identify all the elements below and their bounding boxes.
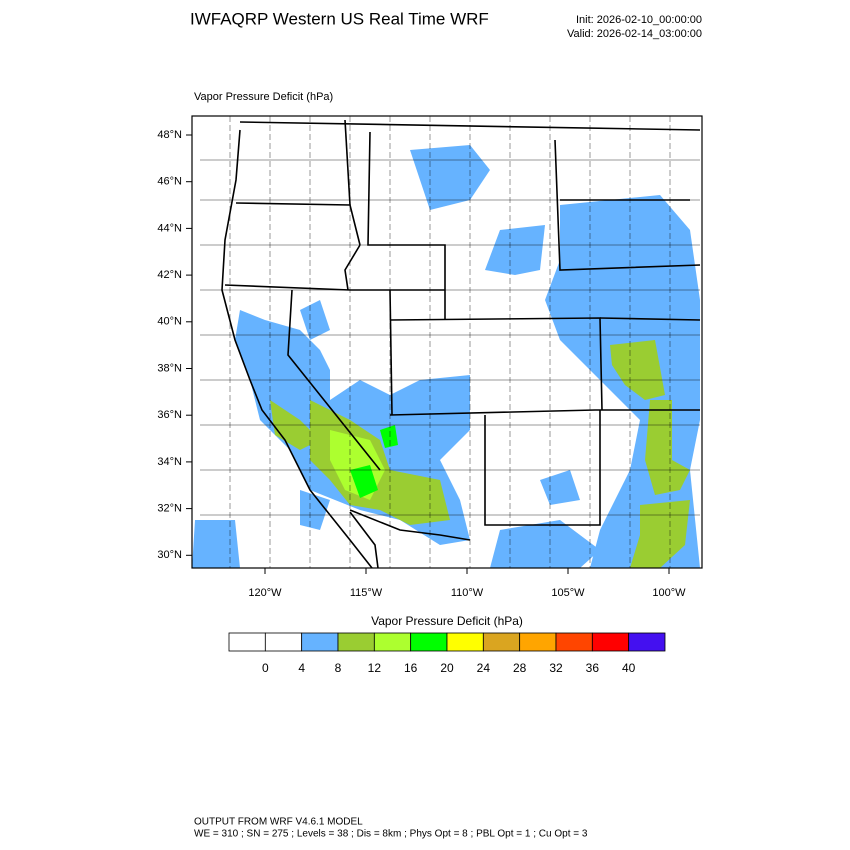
- colorbar-label: 8: [335, 661, 342, 675]
- colorbar-box: [264, 632, 303, 652]
- lat-label: 36°N: [157, 409, 182, 421]
- colorbar-box: [591, 632, 630, 652]
- title: IWFAQRP Western US Real Time WRF: [190, 9, 489, 28]
- colorbar-label: 28: [513, 661, 527, 675]
- colorbar-label: 0: [262, 661, 269, 675]
- lat-label: 42°N: [157, 269, 182, 281]
- colorbar-box: [337, 632, 375, 652]
- colorbar-label: 24: [477, 661, 491, 675]
- lon-label: 105°W: [551, 587, 585, 599]
- colorbar-box: [410, 632, 448, 652]
- lon-label: 120°W: [248, 587, 282, 599]
- lat-label: 32°N: [157, 503, 182, 515]
- coastline: [221, 129, 373, 568]
- lat-label: 40°N: [157, 316, 182, 328]
- footer-line: OUTPUT FROM WRF V4.6.1 MODEL: [194, 817, 363, 828]
- colorbar-box: [301, 632, 339, 652]
- colorbar-box: [228, 632, 266, 652]
- colorbar-box: [482, 632, 521, 652]
- baja-coast: [349, 511, 379, 568]
- lat-label: 48°N: [157, 129, 182, 141]
- colorbar-box: [446, 632, 484, 652]
- lon-label: 100°W: [652, 587, 686, 599]
- footer-line: WE = 310 ; SN = 275 ; Levels = 38 ; Dis …: [194, 829, 588, 840]
- init-time: Init: 2026-02-10_00:00:00: [576, 14, 702, 26]
- lat-label: 46°N: [157, 176, 182, 188]
- lon-label: 115°W: [350, 587, 383, 599]
- colorbar-label: 40: [622, 661, 636, 675]
- colorbar-box: [373, 632, 412, 652]
- colorbar-label: 32: [549, 661, 563, 675]
- lat-label: 44°N: [157, 222, 182, 234]
- colorbar-label: 36: [586, 661, 600, 675]
- lat-label: 34°N: [157, 456, 182, 468]
- state-borders: [224, 119, 701, 541]
- county-lines: [200, 116, 700, 568]
- colorbar-label: 12: [368, 661, 382, 675]
- map-subtitle: Vapor Pressure Deficit (hPa): [194, 91, 333, 103]
- map: [191, 115, 703, 569]
- colorbar-box: [519, 632, 557, 652]
- colorbar-box: [555, 632, 593, 652]
- colorbar-label: 4: [298, 661, 305, 675]
- colorbar-box: [628, 632, 666, 652]
- colorbar-label: 20: [440, 661, 454, 675]
- vpd-fill: [350, 425, 398, 498]
- map-frame: [191, 115, 703, 569]
- valid-time: Valid: 2026-02-14_03:00:00: [567, 28, 702, 40]
- lat-label: 30°N: [157, 549, 182, 561]
- lat-label: 38°N: [157, 362, 182, 374]
- colorbar-title: Vapor Pressure Deficit (hPa): [371, 614, 523, 628]
- colorbar-label: 16: [404, 661, 418, 675]
- lon-label: 110°W: [451, 587, 484, 599]
